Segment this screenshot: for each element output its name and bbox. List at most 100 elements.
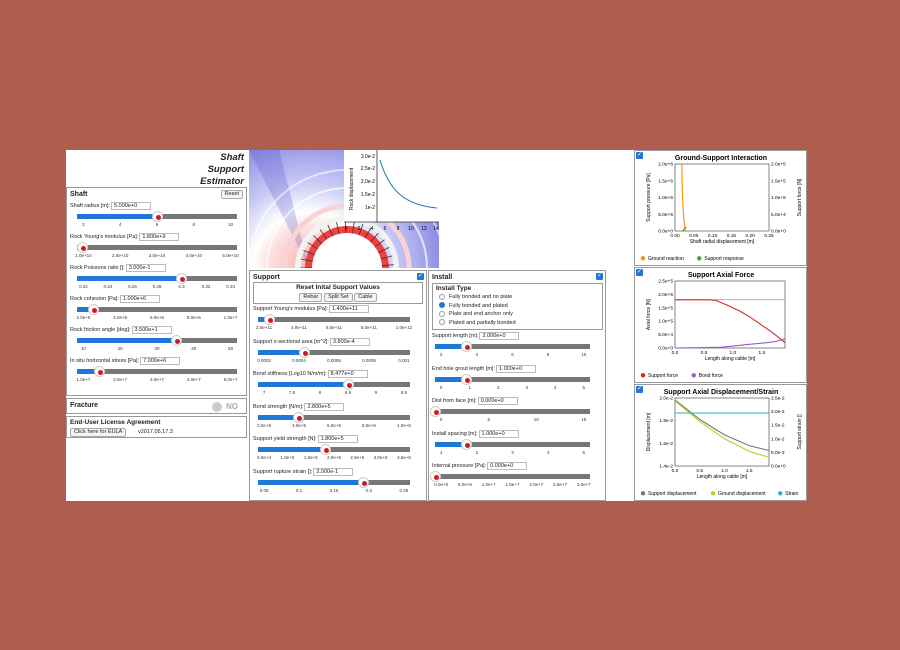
slider-tick-label: 6.0e+11 — [325, 325, 343, 330]
slider-tick-label: 1.5e+5 — [303, 455, 318, 460]
param-slider-handle[interactable] — [88, 304, 99, 315]
y2-tick-label: 1.5e-2 — [771, 423, 785, 429]
param-value-input[interactable]: 0.000e+0 — [477, 397, 518, 405]
y-tick-label: 1.5e+5 — [658, 305, 673, 311]
slider-tick-label: 10 — [581, 352, 587, 357]
axial-force-checkbox[interactable]: ✓ — [636, 269, 643, 276]
rebar-button[interactable]: Rebar — [299, 293, 323, 302]
param-slider-track[interactable] — [258, 314, 410, 325]
param-slider-track[interactable] — [77, 273, 237, 284]
param-slider-fill — [77, 276, 181, 281]
param-value-input[interactable]: 3.000e-1 — [125, 264, 166, 272]
top-xtick: 2 — [358, 226, 361, 232]
param-slider-track[interactable] — [435, 438, 590, 450]
param-slider-track[interactable] — [77, 366, 237, 377]
series-line-support-response — [682, 226, 687, 232]
radio-button[interactable] — [439, 302, 445, 309]
param-slider-track[interactable] — [258, 476, 410, 488]
rock-bolt — [352, 221, 355, 234]
param-slider-handle[interactable] — [76, 242, 88, 253]
param-slider-track[interactable] — [435, 341, 590, 352]
param-slider-handle[interactable] — [176, 273, 187, 284]
fracture-toggle[interactable]: NO — [212, 402, 242, 412]
gsi-checkbox[interactable]: ✓ — [636, 152, 643, 159]
param-slider-handle[interactable] — [319, 444, 331, 455]
param-label-text: Install spacing [m]: — [432, 430, 478, 437]
slider-tick-label: 0.32 — [201, 284, 211, 289]
param-slider-track[interactable] — [430, 406, 590, 417]
slider-tick-label: 0.001 — [398, 357, 410, 363]
param-slider-track[interactable] — [77, 335, 237, 346]
param-value-input[interactable]: 1.400e+11 — [329, 305, 370, 313]
param-slider-handle[interactable] — [94, 366, 106, 377]
param-slider-track[interactable] — [258, 444, 410, 455]
radio-button[interactable] — [439, 319, 445, 326]
param-slider-handle[interactable] — [152, 211, 163, 222]
param-slider-track[interactable] — [258, 346, 410, 358]
cable-button[interactable]: Cable — [354, 293, 377, 302]
param-slider-track[interactable] — [77, 211, 237, 222]
y-tick-label: 1.4e-2 — [659, 464, 673, 470]
param-slider-handle[interactable] — [430, 471, 441, 482]
slider-tick-label: 8.0e+11 — [360, 325, 377, 330]
param-value-input[interactable]: 1.000e+0 — [495, 364, 536, 373]
param-value-input[interactable]: 0.000e+0 — [487, 462, 528, 470]
param-slider-track[interactable] — [430, 471, 590, 482]
param-slider-track[interactable] — [258, 379, 410, 390]
param-slider-handle[interactable] — [357, 476, 369, 488]
param-value-input[interactable]: 1.800e+9 — [139, 233, 180, 241]
param-slider-handle[interactable] — [461, 341, 472, 352]
slider-tick-label: 0.22 — [79, 284, 88, 289]
param-label-text: Rock friction angle [deg]: — [70, 327, 131, 333]
install-type-option[interactable]: Fully bonded and plated — [433, 302, 602, 311]
slider-tick-label: 1 — [439, 449, 443, 455]
param-value-input[interactable]: 8.477e+0 — [327, 370, 368, 378]
param-value-input[interactable]: 1.800e+5 — [317, 435, 358, 443]
param-value-input[interactable]: 3.800e-4 — [329, 337, 370, 346]
install-type-option[interactable]: Plate and end anchor only — [433, 310, 602, 319]
slider-tick-label: 5 — [487, 417, 490, 422]
param-value-input[interactable]: 2.000e-1 — [313, 467, 354, 476]
param-slider-handle[interactable] — [342, 379, 354, 390]
param-slider-handle[interactable] — [292, 411, 304, 423]
install-type-option[interactable]: Plated and partially bonded — [433, 319, 602, 328]
param-slider-handle[interactable] — [430, 406, 441, 417]
install-title: Install — [432, 274, 453, 281]
param-slider-track[interactable] — [76, 242, 237, 253]
param-label-text: Internal pressure [Pa]: — [432, 463, 487, 469]
param-value-input[interactable]: 2.000e+0 — [479, 332, 520, 340]
param-slider-track[interactable] — [258, 411, 410, 423]
split-set-button[interactable]: Split Set — [324, 293, 353, 302]
y-tick-label: 0.0e+0 — [658, 229, 673, 235]
param-slider-handle[interactable] — [171, 335, 183, 346]
slider-tick-label: 9 — [374, 390, 378, 395]
param-value-input[interactable]: 5.000e+0 — [111, 202, 152, 210]
reset-support-title[interactable]: Reset Inital Support Values — [296, 284, 380, 291]
param-value-input[interactable]: 1.000e+6 — [119, 295, 160, 303]
param-slider-track[interactable] — [435, 373, 590, 385]
slider-tick-label: 10 — [228, 222, 234, 227]
install-type-option[interactable]: Fully bonded and no plate — [433, 293, 602, 302]
slider-tick-label: 3.0e+10 — [148, 253, 166, 258]
param-slider-fill — [77, 307, 93, 312]
eula-button[interactable]: Click here for EULA — [70, 428, 127, 437]
shaft-reset-button[interactable]: Reset — [220, 190, 243, 199]
param-value-input[interactable]: 3.500e+1 — [131, 326, 172, 334]
slider-tick-label: 10 — [80, 346, 86, 351]
param-slider-handle[interactable] — [461, 438, 472, 450]
param-slider-handle[interactable] — [263, 314, 275, 325]
radio-button[interactable] — [439, 293, 445, 300]
title-line-3: Estimator — [200, 176, 244, 187]
param-value-input[interactable]: 2.800e+5 — [304, 402, 345, 411]
param-value-input[interactable]: 1.000e+0 — [478, 429, 519, 438]
support-checkbox[interactable]: ✓ — [417, 273, 424, 280]
displacement-checkbox[interactable]: ✓ — [636, 386, 643, 393]
param-slider-handle[interactable] — [298, 346, 310, 358]
rock-bolt — [374, 239, 385, 248]
param-value-input[interactable]: 7.000e+6 — [140, 357, 181, 365]
radio-button[interactable] — [439, 310, 445, 317]
param-slider-track[interactable] — [77, 304, 237, 315]
param-slider-handle[interactable] — [461, 373, 472, 385]
install-checkbox[interactable]: ✓ — [596, 273, 603, 280]
shaft-panel: Shaft Reset Shaft radius [m]: 5.000e+0 2 4 6… — [66, 187, 247, 396]
